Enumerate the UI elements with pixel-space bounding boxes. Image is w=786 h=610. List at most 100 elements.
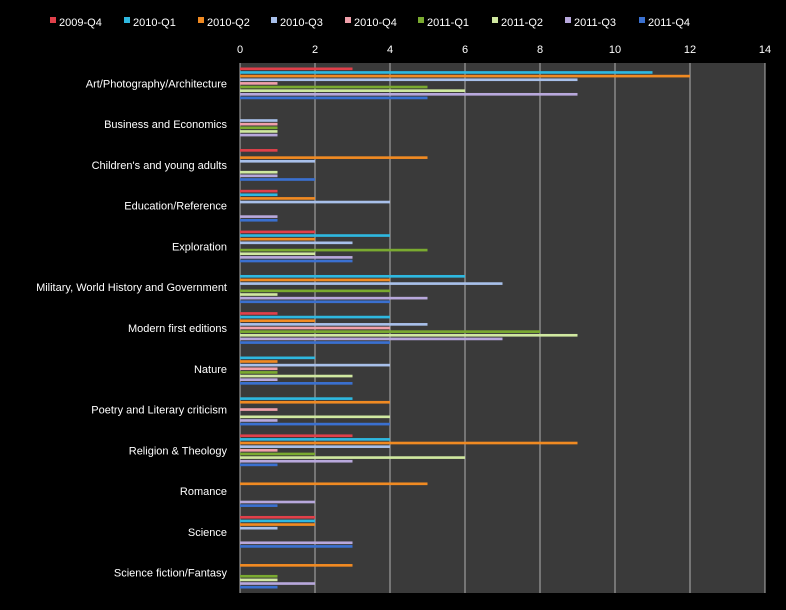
bar [240, 578, 278, 582]
bar [240, 133, 278, 137]
bar [240, 438, 390, 441]
x-tick-label: 12 [684, 44, 696, 56]
y-axis: Art/Photography/Architecture Business and… [36, 78, 227, 579]
bar [240, 312, 278, 315]
bar [240, 126, 278, 130]
bar [240, 218, 278, 222]
bar [240, 360, 278, 363]
bar [240, 193, 278, 197]
bar [240, 330, 540, 333]
bar [240, 122, 278, 126]
legend-item: 2011-Q1 [418, 17, 469, 29]
legend-swatch [271, 17, 277, 23]
bar [240, 441, 578, 445]
bar [240, 274, 465, 278]
category-label: Religion & Theology [129, 445, 228, 457]
legend-swatch [124, 17, 130, 23]
bar [240, 397, 353, 400]
x-axis: 0 2 4 6 8 10 12 14 [237, 44, 771, 56]
legend-label: 2010-Q1 [133, 17, 176, 29]
category-label: Art/Photography/Architecture [86, 78, 227, 90]
bar [240, 367, 278, 371]
bar [240, 252, 315, 256]
bar [240, 363, 390, 367]
bar [240, 452, 315, 456]
bar [240, 463, 278, 467]
bar [240, 323, 428, 326]
bar [240, 215, 278, 218]
category-label: Business and Economics [104, 119, 227, 131]
bar [240, 574, 278, 578]
bar [240, 326, 390, 330]
legend-label: 2010-Q3 [280, 17, 323, 29]
bar [240, 415, 390, 419]
legend-swatch [50, 17, 56, 23]
bar [240, 337, 503, 341]
bar [240, 67, 353, 71]
category-label: Romance [180, 486, 227, 498]
bar [240, 289, 390, 293]
legend-item: 2010-Q1 [124, 17, 176, 29]
legend-label: 2011-Q2 [501, 17, 543, 29]
bar [240, 293, 278, 296]
bar [240, 371, 278, 374]
bar [240, 445, 390, 448]
legend-label: 2010-Q2 [207, 17, 250, 29]
x-tick-label: 2 [312, 44, 318, 56]
bar [240, 459, 353, 463]
bar [240, 149, 278, 152]
bar [240, 174, 278, 178]
legend-item: 2011-Q2 [492, 17, 543, 29]
bar [240, 300, 390, 304]
bars [240, 67, 690, 589]
category-label: Military, World History and Government [36, 282, 227, 294]
bar [240, 582, 315, 585]
bar [240, 248, 428, 252]
bar [240, 259, 353, 263]
x-tick-label: 10 [609, 44, 621, 56]
bar [240, 448, 278, 452]
bar [240, 374, 353, 378]
legend-item: 2010-Q2 [198, 17, 250, 29]
bar [240, 200, 390, 204]
bar [240, 197, 315, 200]
bar [240, 545, 353, 548]
bar [240, 504, 278, 507]
bar [240, 71, 653, 74]
bar [240, 234, 390, 237]
bar [240, 523, 315, 526]
bar [240, 237, 315, 241]
bar [240, 189, 278, 193]
bar [240, 241, 353, 245]
legend-item: 2011-Q4 [639, 17, 690, 29]
bar [240, 519, 315, 523]
x-tick-label: 4 [387, 44, 393, 56]
legend-label: 2010-Q4 [354, 17, 397, 29]
bar [240, 482, 428, 486]
legend-swatch [639, 17, 645, 23]
bar [240, 78, 578, 82]
legend-label: 2011-Q1 [427, 17, 469, 29]
legend: 2009-Q4 2010-Q1 2010-Q2 2010-Q3 2010-Q4 2011-… [50, 17, 690, 29]
bar [240, 170, 278, 174]
category-label: Education/Reference [124, 201, 227, 213]
bar [240, 85, 428, 89]
bar [240, 564, 353, 567]
legend-label: 2011-Q3 [574, 17, 616, 29]
legend-swatch [492, 17, 498, 23]
bar [240, 156, 428, 159]
bar [240, 333, 578, 337]
bar [240, 130, 278, 133]
x-tick-label: 0 [237, 44, 243, 56]
bar [240, 515, 315, 519]
bar [240, 159, 315, 163]
bar [240, 296, 428, 300]
bar [240, 319, 315, 323]
bar [240, 82, 278, 85]
bar [240, 382, 353, 385]
bar [240, 230, 315, 234]
bar [240, 378, 278, 382]
bar [240, 500, 315, 504]
legend-item: 2010-Q3 [271, 17, 323, 29]
